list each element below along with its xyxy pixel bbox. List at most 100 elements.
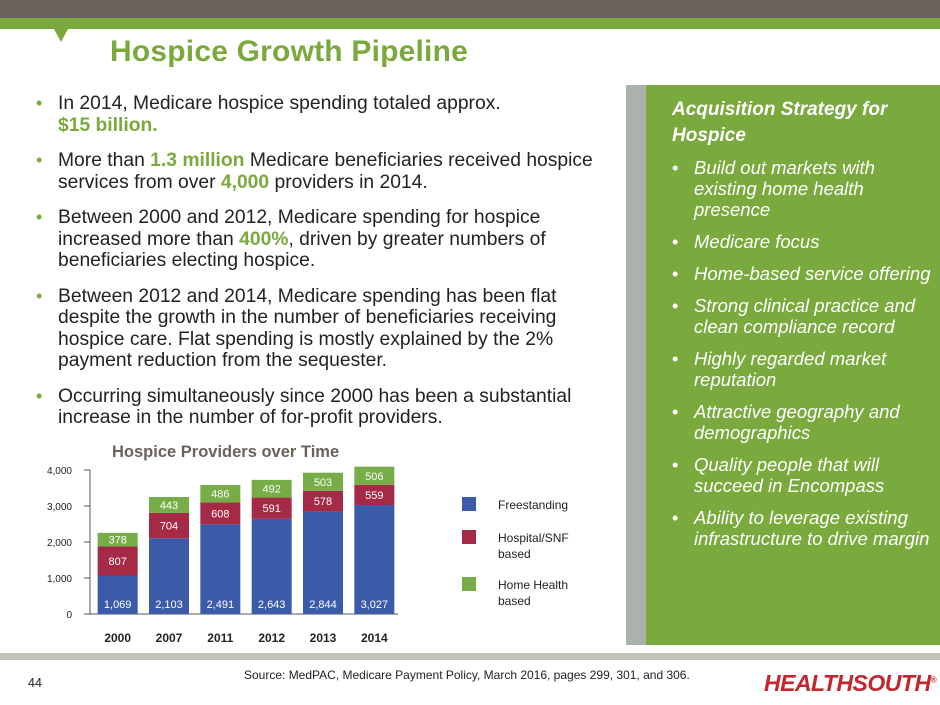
bullet-text: More than	[58, 150, 151, 171]
chart-title: Hospice Providers over Time	[112, 443, 340, 461]
sidebar-title: Acquisition Strategy for Hospice	[672, 99, 888, 146]
sidebar-item: • Ability to leverage existing infrastruc…	[672, 507, 936, 549]
sidebar-bullet-dot: •	[672, 401, 679, 422]
sidebar-item-text: Medicare focus	[694, 231, 820, 252]
x-tick-label: 2013	[310, 631, 337, 645]
bar-segment-home-health-based	[303, 472, 343, 491]
highlight-text: 400%	[239, 228, 289, 250]
data-label: 492	[262, 484, 280, 496]
sidebar-item: • Attractive geography and demographics	[672, 401, 936, 443]
y-tick-label: 1,000	[47, 574, 72, 585]
sidebar-item-text: Ability to leverage existing infrastruct…	[694, 507, 930, 549]
healthsouth-logo: HEALTHSOUTH®	[764, 670, 937, 697]
y-tick-label: 2,000	[47, 538, 72, 549]
data-label: 3,027	[361, 599, 389, 611]
bullet-text: Medicare beneficiaries received hospice …	[58, 150, 593, 193]
strategy-sidebar: Acquisition Strategy for Hospice • Build …	[646, 85, 940, 645]
bullet-text: In 2014, Medicare hospice spending total…	[58, 93, 501, 114]
providers-chart: 0 1,000 2,000 3,000 4,000 1,069 807 378 2000 2,10…	[47, 466, 398, 645]
data-label: 704	[160, 521, 178, 533]
data-label: 486	[211, 489, 229, 501]
data-label: 378	[108, 535, 126, 547]
bullet-text: , driven by greater numbers of beneficia…	[58, 228, 546, 272]
data-label: 503	[314, 477, 332, 489]
y-tick-label: 3,000	[47, 502, 72, 513]
page-title: Hospice Growth Pipeline	[110, 35, 468, 68]
source-note: Source: MedPAC, Medicare Payment Policy,…	[244, 668, 690, 682]
bar-segment-freestanding	[97, 575, 138, 614]
bar-segment-hospital-snf-based	[251, 497, 292, 519]
sidebar-bullet-dot: •	[672, 263, 679, 284]
bullet-dot: •	[36, 93, 43, 113]
data-label: 1,069	[104, 599, 132, 611]
data-label: 807	[108, 556, 126, 568]
bullet-item: • More than 1.3 million Medicare benefici…	[36, 150, 621, 193]
page-number: 44	[28, 676, 42, 690]
sidebar-item: • Strong clinical practice and clean comp…	[672, 295, 936, 337]
top-accent-line	[0, 18, 940, 29]
bar-segment-home-health-based	[251, 479, 292, 498]
data-label: 559	[365, 490, 383, 502]
data-label: 591	[262, 503, 280, 515]
bar-segment-freestanding	[303, 511, 343, 614]
bar-segment-hospital-snf-based	[303, 490, 343, 512]
bar-segment-freestanding	[200, 524, 241, 614]
sidebar-bullet-dot: •	[672, 157, 679, 178]
bar-segment-home-health-based	[97, 532, 138, 547]
highlight-text: 1.3 million	[150, 150, 245, 171]
sidebar-item-text: Attractive geography and demographics	[694, 401, 900, 443]
sidebar-item-text: Strong clinical practice and clean compl…	[694, 295, 916, 337]
bullet-text: Occurring simultaneously since 2000 has …	[58, 385, 572, 429]
sidebar-bullet-dot: •	[672, 507, 679, 528]
legend-label: Home Health based	[498, 578, 569, 608]
bar-segment-hospital-snf-based	[149, 512, 189, 539]
data-label: 506	[365, 471, 383, 483]
bullet-item: • Between 2000 and 2012, Medicare spendin…	[36, 207, 621, 272]
sidebar-item: • Build out markets with existing home he…	[672, 157, 936, 220]
sidebar-item: • Home-based service offering	[672, 263, 936, 284]
bar-segment-hospital-snf-based	[97, 546, 138, 576]
legend-label: Hospital/SNF based	[498, 531, 569, 561]
bottom-divider	[0, 653, 940, 660]
data-label: 2,643	[258, 599, 286, 611]
legend-label: Freestanding	[498, 498, 569, 512]
x-tick-label: 2014	[361, 631, 388, 645]
x-tick-label: 2007	[156, 631, 183, 645]
legend-swatch	[462, 577, 476, 591]
sidebar-item: • Medicare focus	[672, 231, 936, 252]
bar-segment-freestanding	[251, 518, 292, 614]
data-label: 578	[314, 496, 332, 508]
sidebar-item-text: Build out markets with existing home hea…	[694, 157, 875, 220]
sidebar-item-text: Home-based service offering	[694, 263, 931, 284]
sidebar-bullet-dot: •	[672, 231, 679, 252]
sidebar-item-text: Highly regarded market reputation	[694, 348, 887, 390]
sidebar-item: • Highly regarded market reputation	[672, 348, 936, 390]
data-label: 443	[160, 500, 178, 512]
data-label: 2,491	[207, 599, 235, 611]
legend-swatch	[462, 530, 476, 544]
bullet-item: • In 2014, Medicare hospice spending tota…	[36, 93, 621, 136]
sidebar-bullet-dot: •	[672, 348, 679, 369]
highlight-text: $15 billion.	[58, 114, 158, 136]
title-notch	[54, 29, 68, 42]
sidebar-bullet-dot: •	[672, 295, 679, 316]
bar-segment-home-health-based	[354, 466, 395, 485]
data-label: 608	[211, 508, 229, 520]
y-tick-label: 4,000	[47, 466, 72, 477]
bar-segment-freestanding	[354, 505, 395, 614]
bullet-list: • In 2014, Medicare hospice spending tota…	[36, 93, 621, 443]
x-tick-label: 2012	[258, 631, 285, 645]
x-tick-label: 2011	[207, 631, 233, 645]
bullet-dot: •	[36, 285, 43, 306]
logo-text: HEALTHSOUTH	[764, 670, 931, 696]
sidebar-accent	[626, 85, 646, 645]
bullet-dot: •	[36, 150, 43, 170]
bullet-text: providers in 2014.	[269, 171, 428, 193]
y-tick-label: 0	[66, 610, 72, 621]
logo-mark: ®	[930, 675, 937, 685]
data-label: 2,844	[309, 599, 337, 611]
bullet-text: Between 2012 and 2014, Medicare spending…	[58, 285, 557, 372]
bar-segment-hospital-snf-based	[354, 484, 395, 506]
bar-segment-home-health-based	[149, 497, 189, 513]
bar-segment-freestanding	[149, 538, 189, 614]
